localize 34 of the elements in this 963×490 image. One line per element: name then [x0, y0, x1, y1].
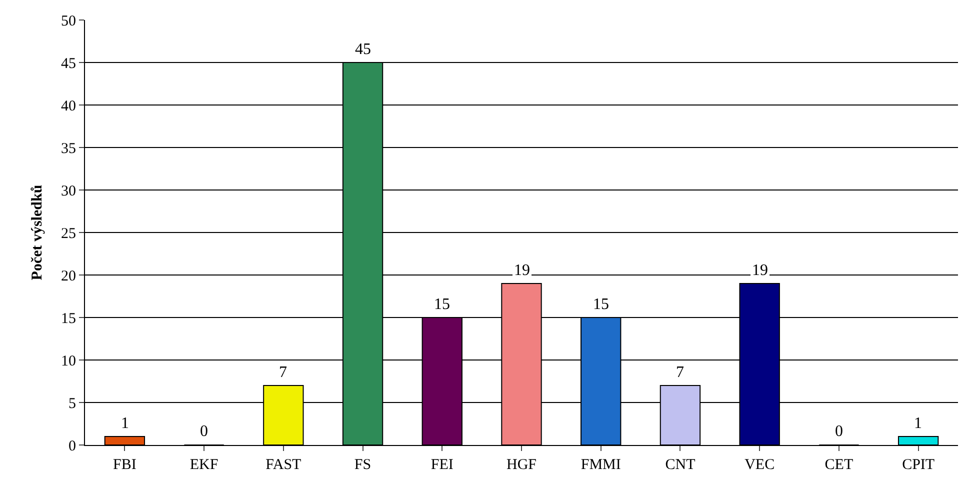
y-tick-label: 30	[61, 183, 76, 200]
data-label: 1	[121, 415, 129, 432]
x-tick-label: CET	[824, 457, 854, 473]
x-tick-label: HGF	[506, 457, 537, 473]
data-label: 19	[514, 262, 530, 279]
x-tick-label: EKF	[190, 457, 218, 473]
data-label: 7	[676, 364, 684, 381]
x-tick-label: FAST	[266, 457, 302, 473]
data-label: 19	[752, 262, 768, 279]
x-tick-label: FS	[354, 457, 372, 473]
data-label: 15	[593, 296, 609, 313]
data-label: 7	[279, 364, 287, 381]
data-label: 1	[914, 415, 922, 432]
data-label: 15	[434, 296, 450, 313]
y-tick-label: 50	[61, 13, 76, 30]
x-tick-label: FBI	[113, 457, 136, 473]
y-tick-label: 5	[68, 396, 76, 412]
x-tick-label: VEC	[744, 457, 775, 473]
y-tick-label: 0	[68, 438, 76, 454]
y-tick-label: 10	[61, 353, 76, 370]
x-tick-label: CNT	[665, 457, 696, 473]
y-tick-label: 15	[61, 310, 76, 327]
data-label: 45	[355, 41, 371, 58]
x-tick-label: FMMI	[580, 457, 621, 473]
data-label: 0	[200, 423, 208, 440]
y-tick-label: 45	[61, 56, 76, 72]
y-tick-label: 35	[61, 140, 76, 157]
x-tick-label: CPIT	[902, 457, 935, 473]
x-tick-label: FEI	[430, 457, 454, 473]
data-label: 0	[835, 423, 843, 440]
y-tick-label: 20	[61, 268, 76, 284]
y-axis-title: Počet výsledků	[29, 184, 46, 280]
y-tick-label: 40	[61, 98, 76, 114]
y-tick-label: 25	[61, 226, 76, 242]
